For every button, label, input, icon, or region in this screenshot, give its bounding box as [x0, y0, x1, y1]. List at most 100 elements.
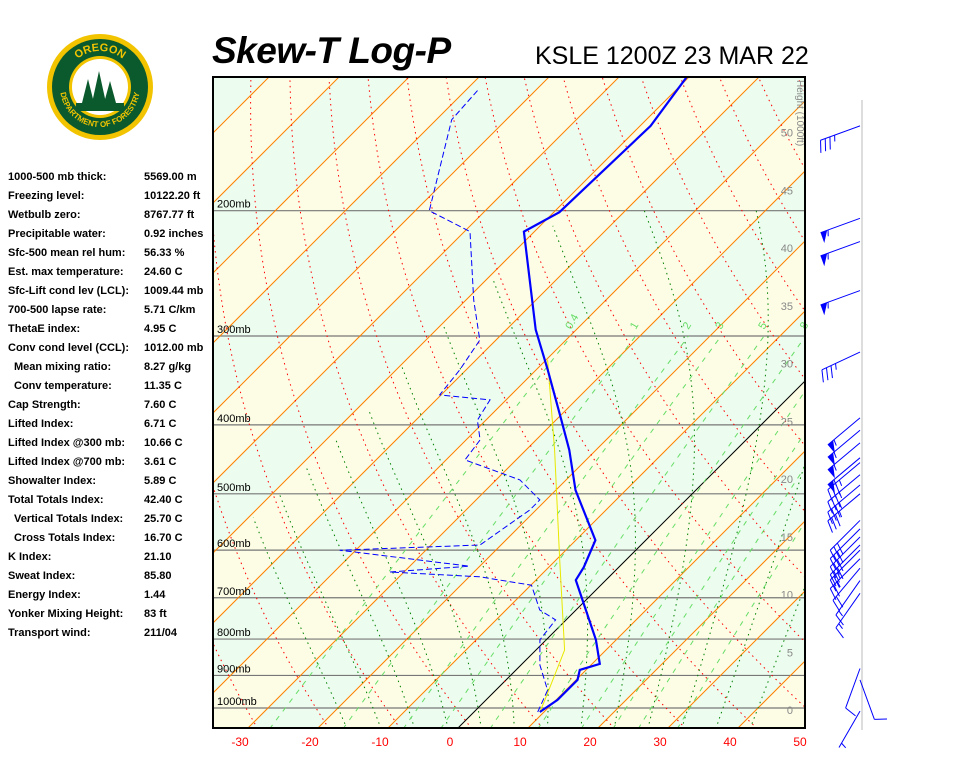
isobar-label: 300mb [217, 324, 251, 336]
stat-label: Sweat Index: [8, 570, 76, 582]
wind-barb-half [838, 610, 843, 617]
height-tick-label: 25 [781, 416, 793, 428]
dry-adiabat [797, 77, 805, 94]
wind-barb-full [831, 517, 837, 530]
stat-value: 85.80 [144, 570, 172, 582]
wind-barb-staff [829, 528, 861, 559]
stat-label: Vertical Totals Index: [14, 513, 124, 525]
temperature-tick-label: 50 [793, 735, 807, 749]
wind-barb-full [832, 600, 841, 612]
wind-barb [827, 417, 861, 454]
wind-barb-flag [820, 230, 828, 244]
moist-adiabat [492, 279, 589, 728]
temperature-band [213, 101, 805, 728]
height-tick-label: 45 [781, 185, 793, 197]
temperature-tick-label: 10 [513, 735, 527, 749]
stat-label: Conv cond level (CCL): [8, 342, 130, 354]
mixing-ratio-line [403, 335, 689, 728]
sounding-indices-panel: 1000-500 mb thick: 5569.00 m Freezing leve… [8, 168, 212, 643]
wind-barb-staff [829, 549, 861, 581]
stat-label: Freezing level: [8, 190, 85, 202]
stat-value: 10122.20 ft [144, 190, 201, 202]
wind-barb-full [827, 511, 833, 524]
wind-barb-full [835, 596, 844, 608]
dry-adiabat [484, 77, 805, 643]
stat-label: Mean mixing ratio: [14, 361, 112, 373]
stat-row: Cap Strength: 7.60 C [8, 396, 212, 415]
stat-value: 5.89 C [144, 475, 177, 487]
isotherm-line [213, 77, 410, 274]
stat-row: Lifted Index: 6.71 C [8, 415, 212, 434]
height-tick-label: 15 [781, 532, 793, 544]
stat-label: ThetaE index: [8, 323, 81, 335]
stat-row: Est. max temperature: 24.60 C [8, 263, 212, 282]
height-tick-label: 40 [781, 243, 793, 255]
mixing-ratio-line [489, 335, 765, 728]
wind-barb-staff [838, 710, 861, 748]
temperature-trace [522, 77, 688, 713]
wind-barb-full [825, 367, 829, 381]
isotherm-line [667, 590, 805, 728]
stat-label: Showalter Index: [8, 475, 97, 487]
isobar-label: 900mb [217, 663, 251, 675]
height-tick-label: 20 [781, 474, 793, 486]
isotherm-line [213, 100, 805, 694]
wind-barb-half [838, 479, 843, 487]
isotherm-line [213, 77, 340, 204]
wind-barb-full [835, 614, 844, 626]
wind-barb-half [833, 439, 837, 446]
stat-value: 24.60 C [144, 266, 183, 278]
temperature-tick-label: -10 [371, 735, 389, 749]
wind-barb-full [827, 501, 833, 514]
isotherm-line [597, 520, 805, 728]
wind-barb-staff [835, 580, 861, 616]
mixing-ratio-label: 5 [756, 320, 769, 331]
wind-barb-full [827, 520, 833, 533]
wind-barb-staff [829, 558, 861, 589]
isotherm-line [247, 170, 805, 728]
stat-label: Energy Index: [8, 589, 81, 601]
wind-barb-half [838, 491, 843, 499]
isotherm-line [527, 450, 805, 728]
stat-label: Transport wind: [8, 627, 91, 639]
dry-adiabat [367, 77, 686, 728]
dry-adiabat [954, 78, 960, 729]
moist-adiabat [643, 210, 695, 728]
isotherm-line [213, 77, 690, 554]
isobar-label: 200mb [217, 199, 251, 211]
wind-barb-half [841, 742, 847, 749]
stat-value: 7.60 C [144, 399, 177, 411]
isobar-label: 500mb [217, 482, 251, 494]
stat-label: Conv temperature: [14, 380, 112, 392]
wind-barb-staff [835, 593, 861, 629]
temperature-tick-label: 40 [723, 735, 737, 749]
wind-barb-staff [820, 217, 861, 234]
dry-adiabat [250, 77, 472, 728]
wind-barb [859, 679, 888, 720]
wind-barb-staff [827, 462, 861, 491]
stat-row: Conv cond level (CCL): 1012.00 mb [8, 339, 212, 358]
height-tick-label: 30 [781, 359, 793, 371]
height-tick-label: 5 [787, 647, 793, 659]
wind-barb [835, 580, 861, 626]
dry-adiabat [445, 77, 805, 708]
stat-row: Freezing level: 10122.20 ft [8, 187, 212, 206]
mixing-ratio-line [612, 431, 805, 728]
isotherm-line [213, 77, 480, 344]
stat-row: Wetbulb zero: 8767.77 ft [8, 206, 212, 225]
dry-adiabat [77, 78, 186, 729]
height-tick-label: 50 [781, 128, 793, 140]
wind-barb-staff [821, 351, 861, 371]
wind-barb-full [831, 498, 837, 511]
wind-barb [827, 484, 861, 524]
stat-row: Sfc-Lift cond lev (LCL): 1009.44 mb [8, 282, 212, 301]
wind-barb-staff [845, 668, 861, 709]
wind-barb-staff [820, 125, 861, 141]
wind-barb-half [836, 581, 841, 588]
stat-row: Lifted Index @300 mb: 10.66 C [8, 434, 212, 453]
wind-barb-staff [829, 520, 861, 551]
wind-barb-full [835, 505, 841, 518]
isotherm-line [213, 77, 550, 414]
svg-text:OREGON: OREGON [72, 42, 127, 62]
